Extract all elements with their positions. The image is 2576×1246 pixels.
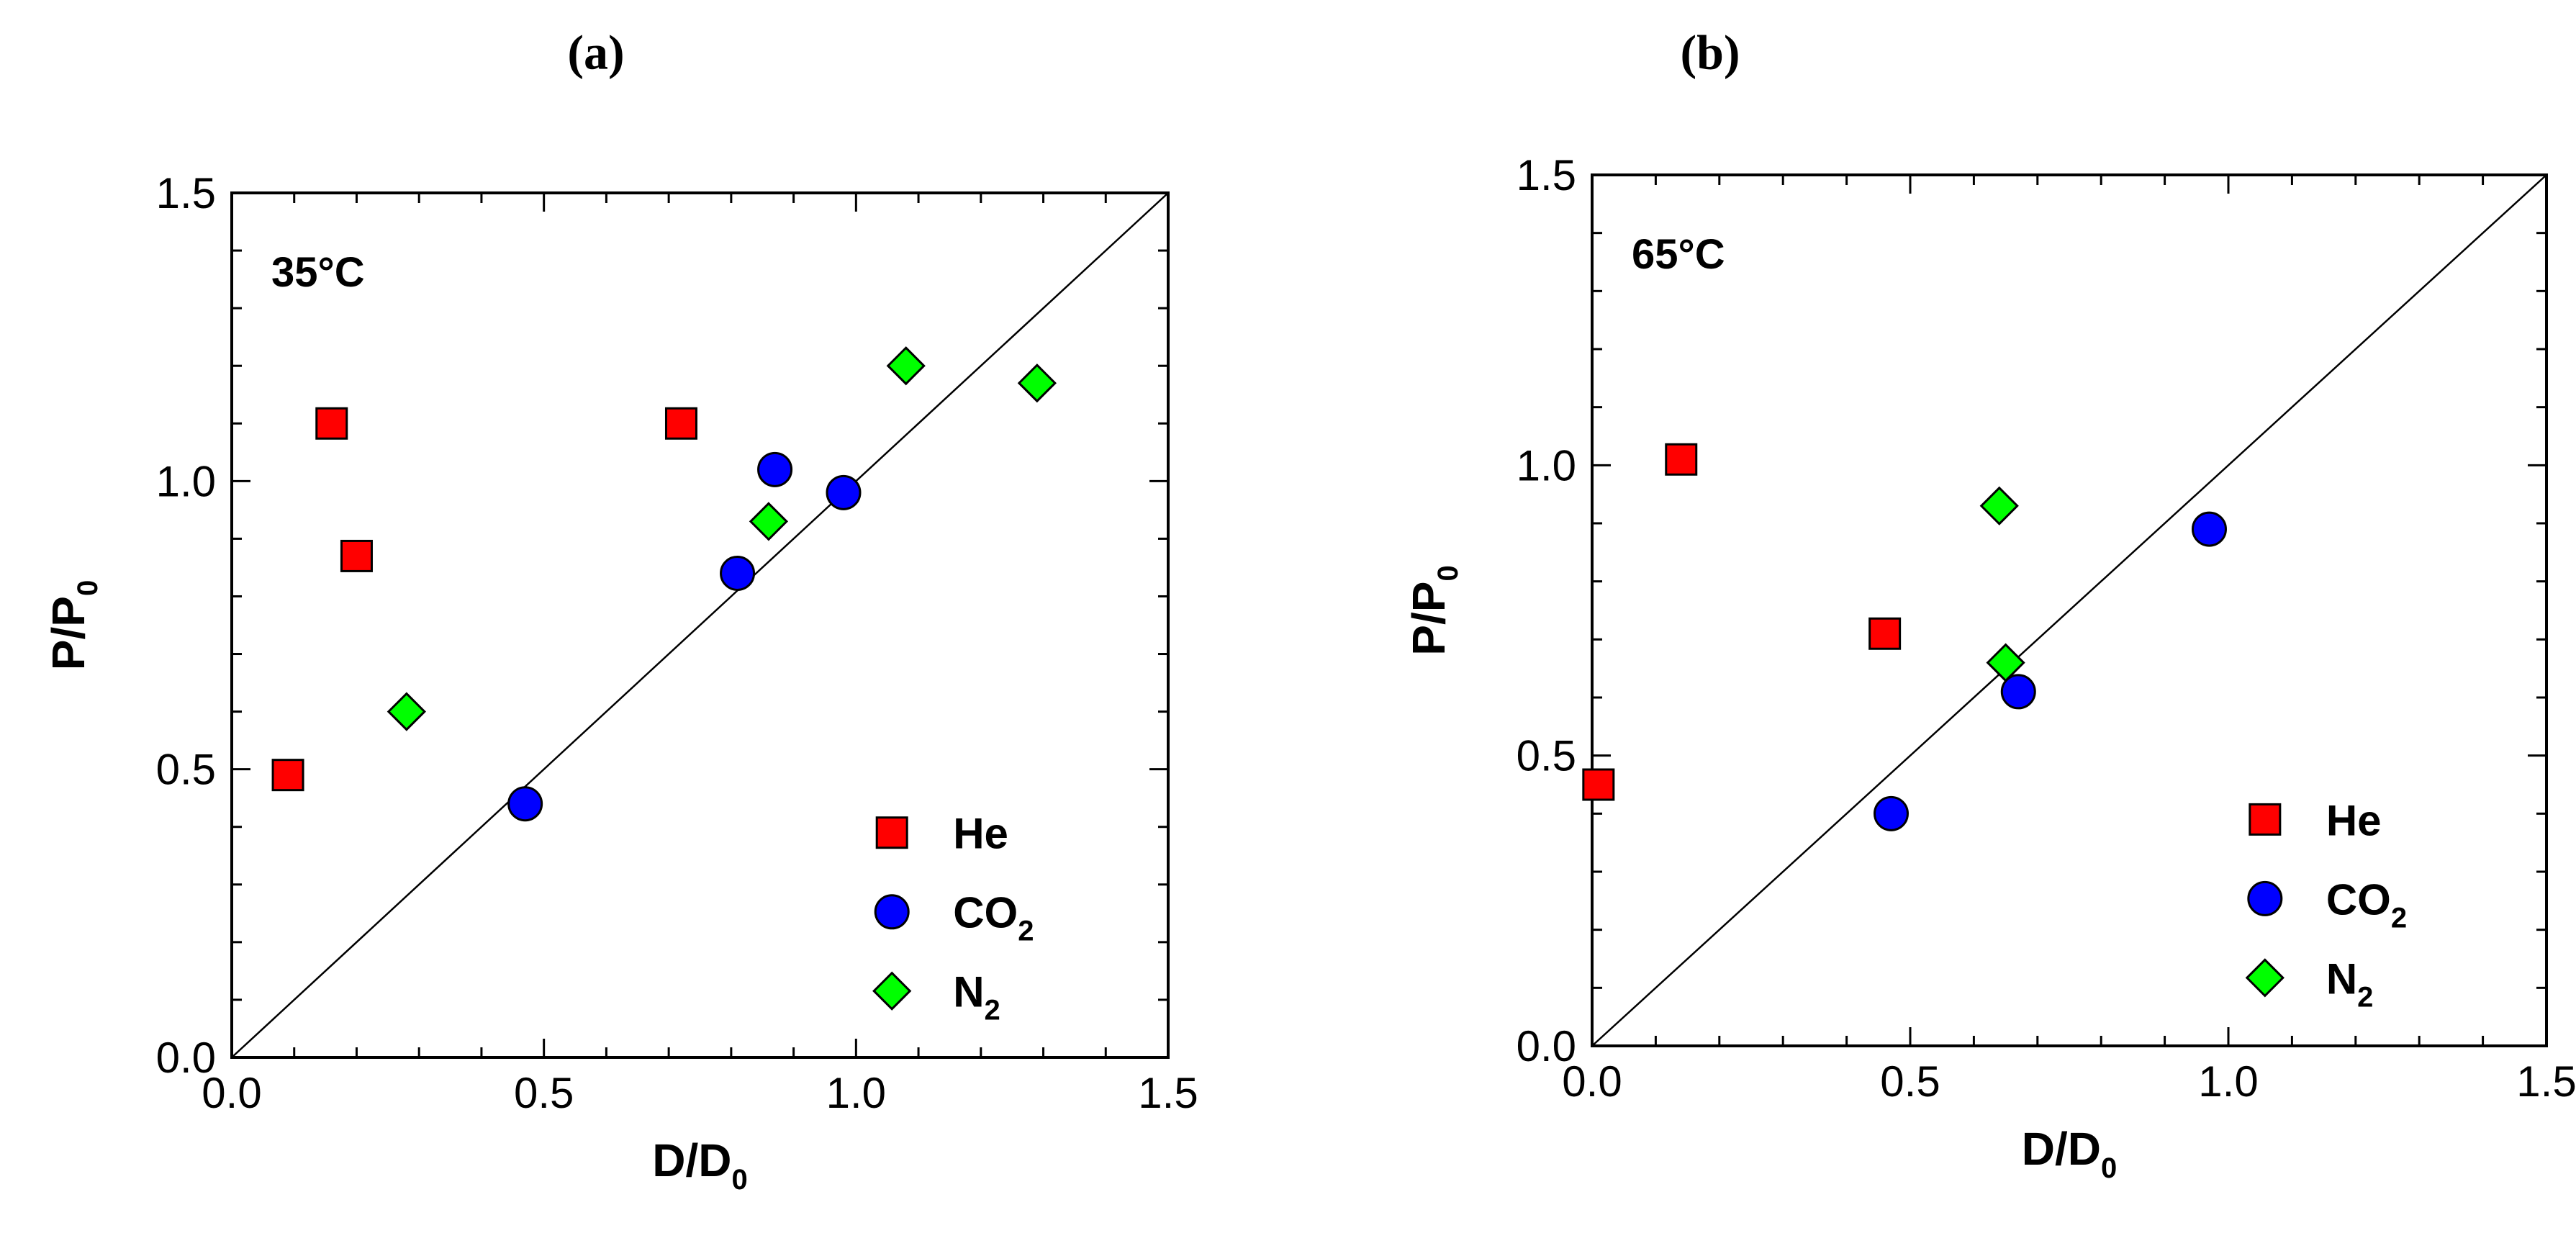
y-tick-label: 0.5 — [1517, 732, 1576, 780]
reference-line-y-equals-x — [1591, 174, 2547, 1047]
data-point-he — [1665, 443, 1698, 476]
x-axis-title-main: D/D — [652, 1134, 731, 1186]
y-tick-label: 1.5 — [1517, 151, 1576, 199]
legend: He CO2 N2 — [872, 810, 1034, 1026]
x-tick-label: 1.5 — [2516, 1057, 2576, 1106]
x-axis-title: D/D0 — [652, 1134, 747, 1196]
y-axis-title-sub: 0 — [72, 580, 104, 596]
data-point-he — [340, 539, 373, 572]
axis-ticks — [1591, 173, 2548, 1047]
data-point-co2 — [507, 786, 543, 822]
temperature-annotation: 35°C — [271, 249, 365, 296]
y-tick-label: 0.5 — [156, 746, 216, 794]
legend-label-n2: N2 — [953, 968, 1000, 1026]
data-point-co2 — [826, 474, 862, 510]
data-point-he — [1868, 617, 1902, 650]
temperature-annotation: 65°C — [1632, 231, 1725, 278]
x-tick-label: 0.5 — [1880, 1057, 1940, 1106]
plot-frame — [230, 191, 1170, 1059]
data-point-he — [315, 407, 348, 440]
x-tick-label: 0.5 — [514, 1069, 574, 1117]
data-point-co2 — [1873, 795, 1909, 831]
legend-label-he: He — [2326, 796, 2382, 844]
data-point-co2 — [2191, 511, 2227, 547]
plot-frame — [1591, 173, 2548, 1047]
legend-marker-n2 — [872, 971, 912, 1011]
axis-ticks — [230, 191, 1170, 1059]
chart-panel-b: (b)0.0 0.5 1.0 1.50.00.51.01.5D/D0P/P065°CH… — [1403, 25, 2576, 1184]
y-tick-label: 1.0 — [1517, 441, 1576, 489]
data-point-he — [1582, 768, 1615, 801]
legend-marker-n2 — [2245, 958, 2284, 998]
x-tick-label: 0.0 — [1562, 1057, 1622, 1106]
y-axis-title-main: P/P — [42, 596, 94, 670]
legend-label-he: He — [953, 810, 1008, 858]
x-tick-label: 0.0 — [202, 1069, 261, 1117]
data-point-n2 — [1979, 486, 2019, 525]
y-tick-label: 1.5 — [156, 169, 216, 217]
series-co2 — [1873, 511, 2227, 831]
data-point-co2 — [2000, 674, 2036, 710]
data-point-n2 — [1017, 364, 1057, 403]
data-point-n2 — [749, 502, 789, 541]
legend-label-co2: CO2 — [953, 889, 1034, 947]
x-axis-title-sub: 0 — [731, 1164, 747, 1196]
series-he — [271, 407, 697, 792]
y-tick-label: 0.0 — [156, 1034, 216, 1082]
data-point-co2 — [757, 451, 793, 487]
legend-marker-co2 — [874, 894, 910, 930]
data-point-he — [271, 759, 304, 792]
y-tick-label: 0.0 — [1517, 1022, 1576, 1070]
legend-label-n2: N2 — [2326, 954, 2374, 1013]
y-axis-title-sub: 0 — [1432, 565, 1464, 581]
legend: He CO2 N2 — [2245, 796, 2407, 1013]
y-axis-title-main: P/P — [1403, 582, 1455, 656]
legend-label-co2: CO2 — [2326, 875, 2407, 934]
x-axis-title-sub: 0 — [2101, 1152, 2117, 1184]
chart-panel-a: (a)0.0 0.5 1.0 1.50.00.51.01.5D/D0P/P035°CH… — [42, 25, 1198, 1196]
data-point-co2 — [720, 555, 756, 591]
x-axis-title-main: D/D — [2022, 1123, 2101, 1175]
legend-marker-he — [2249, 803, 2282, 836]
series-n2 — [387, 346, 1057, 731]
data-point-n2 — [387, 692, 426, 731]
panel-label: (b) — [1680, 25, 1740, 80]
x-tick-label: 1.0 — [2198, 1057, 2258, 1106]
series-he — [1582, 443, 1902, 801]
y-axis-title: P/P0 — [42, 580, 104, 670]
legend-marker-he — [875, 816, 908, 849]
data-point-n2 — [1986, 643, 2025, 682]
y-axis-title: P/P0 — [1403, 565, 1464, 655]
reference-line-y-equals-x — [231, 192, 1169, 1058]
x-axis-title: D/D0 — [2022, 1123, 2117, 1184]
series-n2 — [1979, 486, 2025, 682]
data-point-n2 — [886, 346, 926, 386]
panel-label: (a) — [567, 25, 624, 80]
legend-marker-co2 — [2247, 880, 2283, 916]
series-co2 — [507, 451, 862, 822]
y-tick-label: 1.0 — [156, 457, 216, 505]
data-point-he — [664, 407, 697, 440]
x-tick-label: 1.5 — [1138, 1069, 1198, 1117]
x-tick-label: 1.0 — [826, 1069, 886, 1117]
